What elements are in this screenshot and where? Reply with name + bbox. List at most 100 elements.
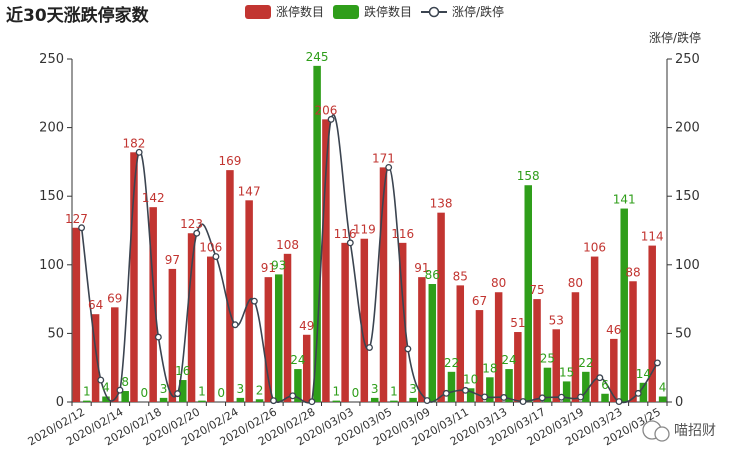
limit-up-value-label: 97 [165, 253, 180, 267]
right-y-tick-label: 200 [675, 121, 700, 136]
ratio-point [423, 397, 431, 404]
limit-up-value-label: 114 [641, 230, 664, 244]
limit-down-bar [524, 185, 532, 402]
limit-up-value-label: 69 [107, 291, 122, 305]
limit-down-bar [390, 400, 398, 402]
ratio-point [270, 397, 277, 405]
limit-down-value-label: 3 [160, 382, 168, 396]
limit-up-bar [322, 119, 330, 403]
ratio-point [154, 333, 162, 341]
legend-label-limit-down[interactable]: 跌停数目 [364, 4, 412, 19]
legend-label-ratio[interactable]: 涨停/跌停 [452, 4, 504, 19]
limit-up-bar [494, 292, 503, 402]
limit-up-bar [264, 277, 273, 402]
limit-up-bar [590, 256, 599, 402]
limit-up-value-label: 138 [430, 197, 453, 211]
limit-down-value-label: 141 [613, 193, 636, 207]
limit-down-value-label: 24 [501, 353, 516, 367]
limit-down-bar [370, 397, 379, 402]
limit-up-value-label: 116 [334, 227, 357, 241]
limit-down-value-label: 3 [371, 382, 379, 396]
limit-down-value-label: 1 [332, 385, 340, 399]
limit-down-bar [562, 381, 571, 402]
legend-swatch-ratio-marker[interactable] [428, 6, 440, 18]
limit-down-bar [505, 369, 513, 402]
limit-down-bar [102, 396, 110, 402]
ratio-point [385, 163, 393, 171]
limit-down-bar [255, 399, 264, 402]
limit-up-bar [72, 227, 81, 402]
limit-up-value-label: 91 [414, 261, 429, 275]
limit-up-bar [302, 334, 311, 402]
legend-label-limit-up[interactable]: 涨停数目 [276, 4, 324, 19]
limit-up-value-label: 91 [261, 261, 276, 275]
limit-down-bar [601, 393, 609, 402]
limit-up-value-label: 108 [276, 238, 299, 252]
ratio-point [346, 239, 354, 247]
limit-down-bar [639, 382, 648, 402]
ratio-point [174, 390, 182, 398]
legend-swatch-limit-down[interactable] [333, 5, 359, 19]
ratio-point [481, 393, 489, 401]
limit-down-value-label: 4 [659, 381, 667, 395]
ratio-line [78, 114, 661, 406]
limit-down-value-label: 0 [217, 386, 225, 400]
chart-title: 近30天涨跌停家数 [6, 5, 150, 26]
right-y-tick-label: 100 [675, 258, 700, 273]
limit-down-value-label: 6 [601, 378, 609, 392]
left-y-tick-label: 150 [39, 189, 64, 204]
limit-up-bar [418, 277, 426, 402]
limit-up-bar [437, 212, 445, 402]
limit-up-bar [379, 167, 388, 402]
limit-down-value-label: 22 [578, 356, 593, 370]
limit-up-bar [456, 285, 465, 402]
left-y-tick-label: 50 [47, 326, 64, 341]
ratio-point [231, 321, 239, 329]
limit-up-value-label: 46 [606, 323, 621, 337]
limit-up-value-label: 51 [510, 316, 525, 330]
legend-swatch-limit-up[interactable] [245, 5, 271, 19]
limit-up-bar [514, 332, 522, 402]
limit-up-value-label: 119 [353, 223, 376, 237]
limit-down-bar [313, 65, 321, 403]
ratio-point [193, 229, 201, 237]
limit-down-value-label: 0 [352, 386, 360, 400]
limit-down-bar [332, 400, 341, 402]
legend[interactable]: 涨停数目 跌停数目 涨停/跌停 [245, 4, 504, 19]
limit-down-value-label: 1 [198, 385, 206, 399]
limit-down-value-label: 10 [463, 372, 478, 386]
limit-up-bars [72, 119, 656, 403]
limit-up-bar [226, 170, 234, 402]
limit-down-value-label: 2 [256, 383, 264, 397]
limit-up-value-label: 75 [529, 283, 544, 297]
limit-down-value-label: 25 [540, 352, 555, 366]
right-y-tick-label: 150 [675, 189, 700, 204]
ratio-point [135, 148, 143, 156]
right-y-tick-label: 0 [675, 395, 683, 410]
limit-down-value-label: 1 [83, 385, 91, 399]
limit-up-bar [475, 310, 484, 402]
limit-down-bar [198, 400, 206, 402]
limit-down-value-label: 0 [141, 386, 149, 400]
limit-up-bar [283, 253, 292, 402]
ratio-point [97, 376, 105, 384]
limit-up-value-label: 182 [123, 136, 146, 150]
limit-down-value-label: 15 [559, 365, 574, 379]
limit-down-bar [179, 380, 187, 402]
limit-down-bar [486, 377, 494, 402]
ratio-point [212, 253, 220, 261]
limit-down-bar [658, 396, 667, 402]
limit-up-bar [360, 238, 369, 402]
limit-up-bar [629, 281, 637, 402]
right-axis-label: 涨停/跌停 [649, 30, 701, 45]
limit-up-bar [111, 307, 119, 402]
ratio-point [366, 344, 373, 351]
limit-up-bar [168, 268, 177, 402]
ratio-point [500, 394, 508, 401]
limit-up-bar [130, 152, 138, 402]
limit-up-value-label: 49 [299, 319, 314, 333]
limit-down-value-label: 24 [290, 353, 305, 367]
limit-up-bar [149, 207, 157, 402]
limit-down-value-label: 245 [306, 50, 329, 64]
limit-up-bar [207, 256, 215, 402]
